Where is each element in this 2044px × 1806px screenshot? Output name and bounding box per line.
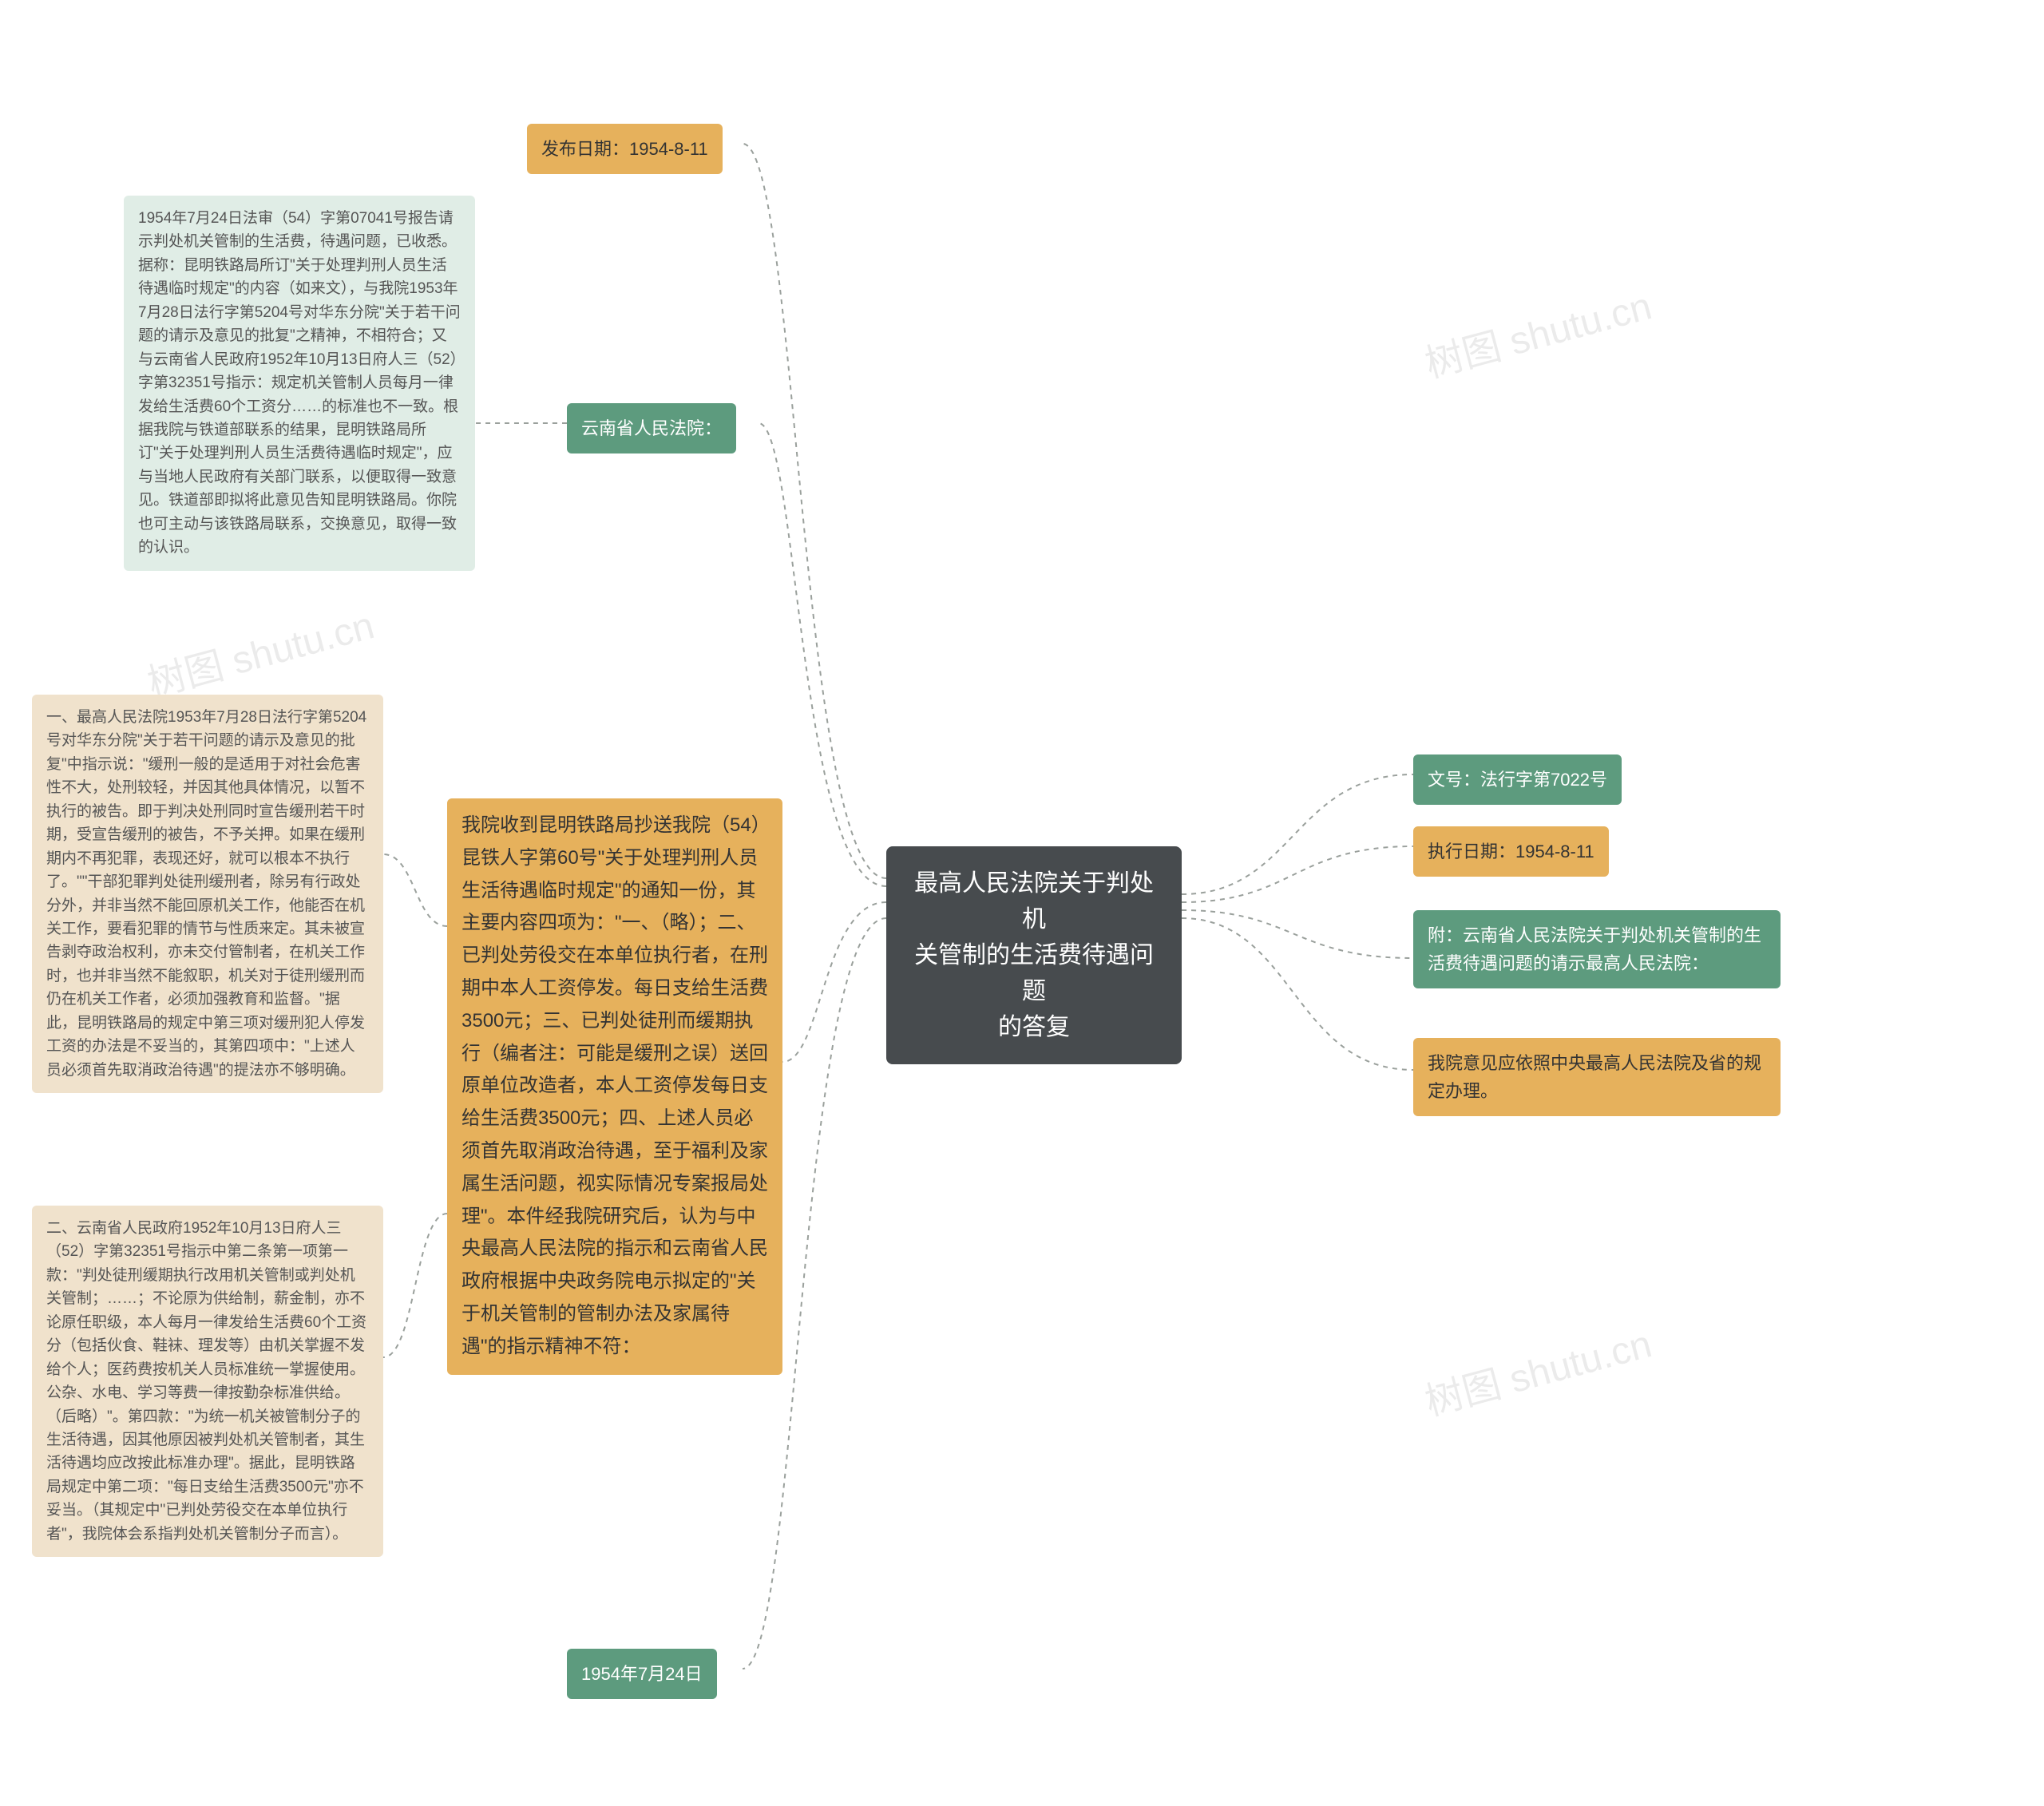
right-opinion: 我院意见应依照中央最高人民法院及省的规定办理。 bbox=[1413, 1038, 1781, 1116]
right-attachment: 附：云南省人民法院关于判处机关管制的生活费待遇问题的请示最高人民法院： bbox=[1413, 910, 1781, 988]
left-yunnan-body: 1954年7月24日法审（54）字第07041号报告请示判处机关管制的生活费，待… bbox=[124, 196, 475, 571]
center-title: 最高人民法院关于判处机 关管制的生活费待遇问题 的答复 bbox=[886, 846, 1182, 1064]
watermark: 树图 shutu.cn bbox=[1418, 1313, 1657, 1427]
watermark: 树图 shutu.cn bbox=[1418, 275, 1657, 389]
left-tan-2: 二、云南省人民政府1952年10月13日府人三（52）字第32351号指示中第二… bbox=[32, 1206, 383, 1557]
left-mid-orange: 我院收到昆明铁路局抄送我院（54）昆铁人字第60号"关于处理判刑人员生活待遇临时… bbox=[447, 798, 782, 1375]
center-line2: 关管制的生活费待遇问题 bbox=[909, 937, 1159, 1009]
left-yunnan-label: 云南省人民法院： bbox=[567, 403, 736, 453]
left-publish-date: 发布日期：1954-8-11 bbox=[527, 124, 723, 174]
center-line3: 的答复 bbox=[909, 1009, 1159, 1045]
left-bottom-date: 1954年7月24日 bbox=[567, 1649, 717, 1699]
right-doc-number: 文号：法行字第7022号 bbox=[1413, 754, 1622, 805]
right-exec-date: 执行日期：1954-8-11 bbox=[1413, 826, 1609, 877]
watermark: 树图 shutu.cn bbox=[141, 594, 379, 708]
center-line1: 最高人民法院关于判处机 bbox=[909, 865, 1159, 937]
left-tan-1: 一、最高人民法院1953年7月28日法行字第5204号对华东分院"关于若干问题的… bbox=[32, 695, 383, 1093]
